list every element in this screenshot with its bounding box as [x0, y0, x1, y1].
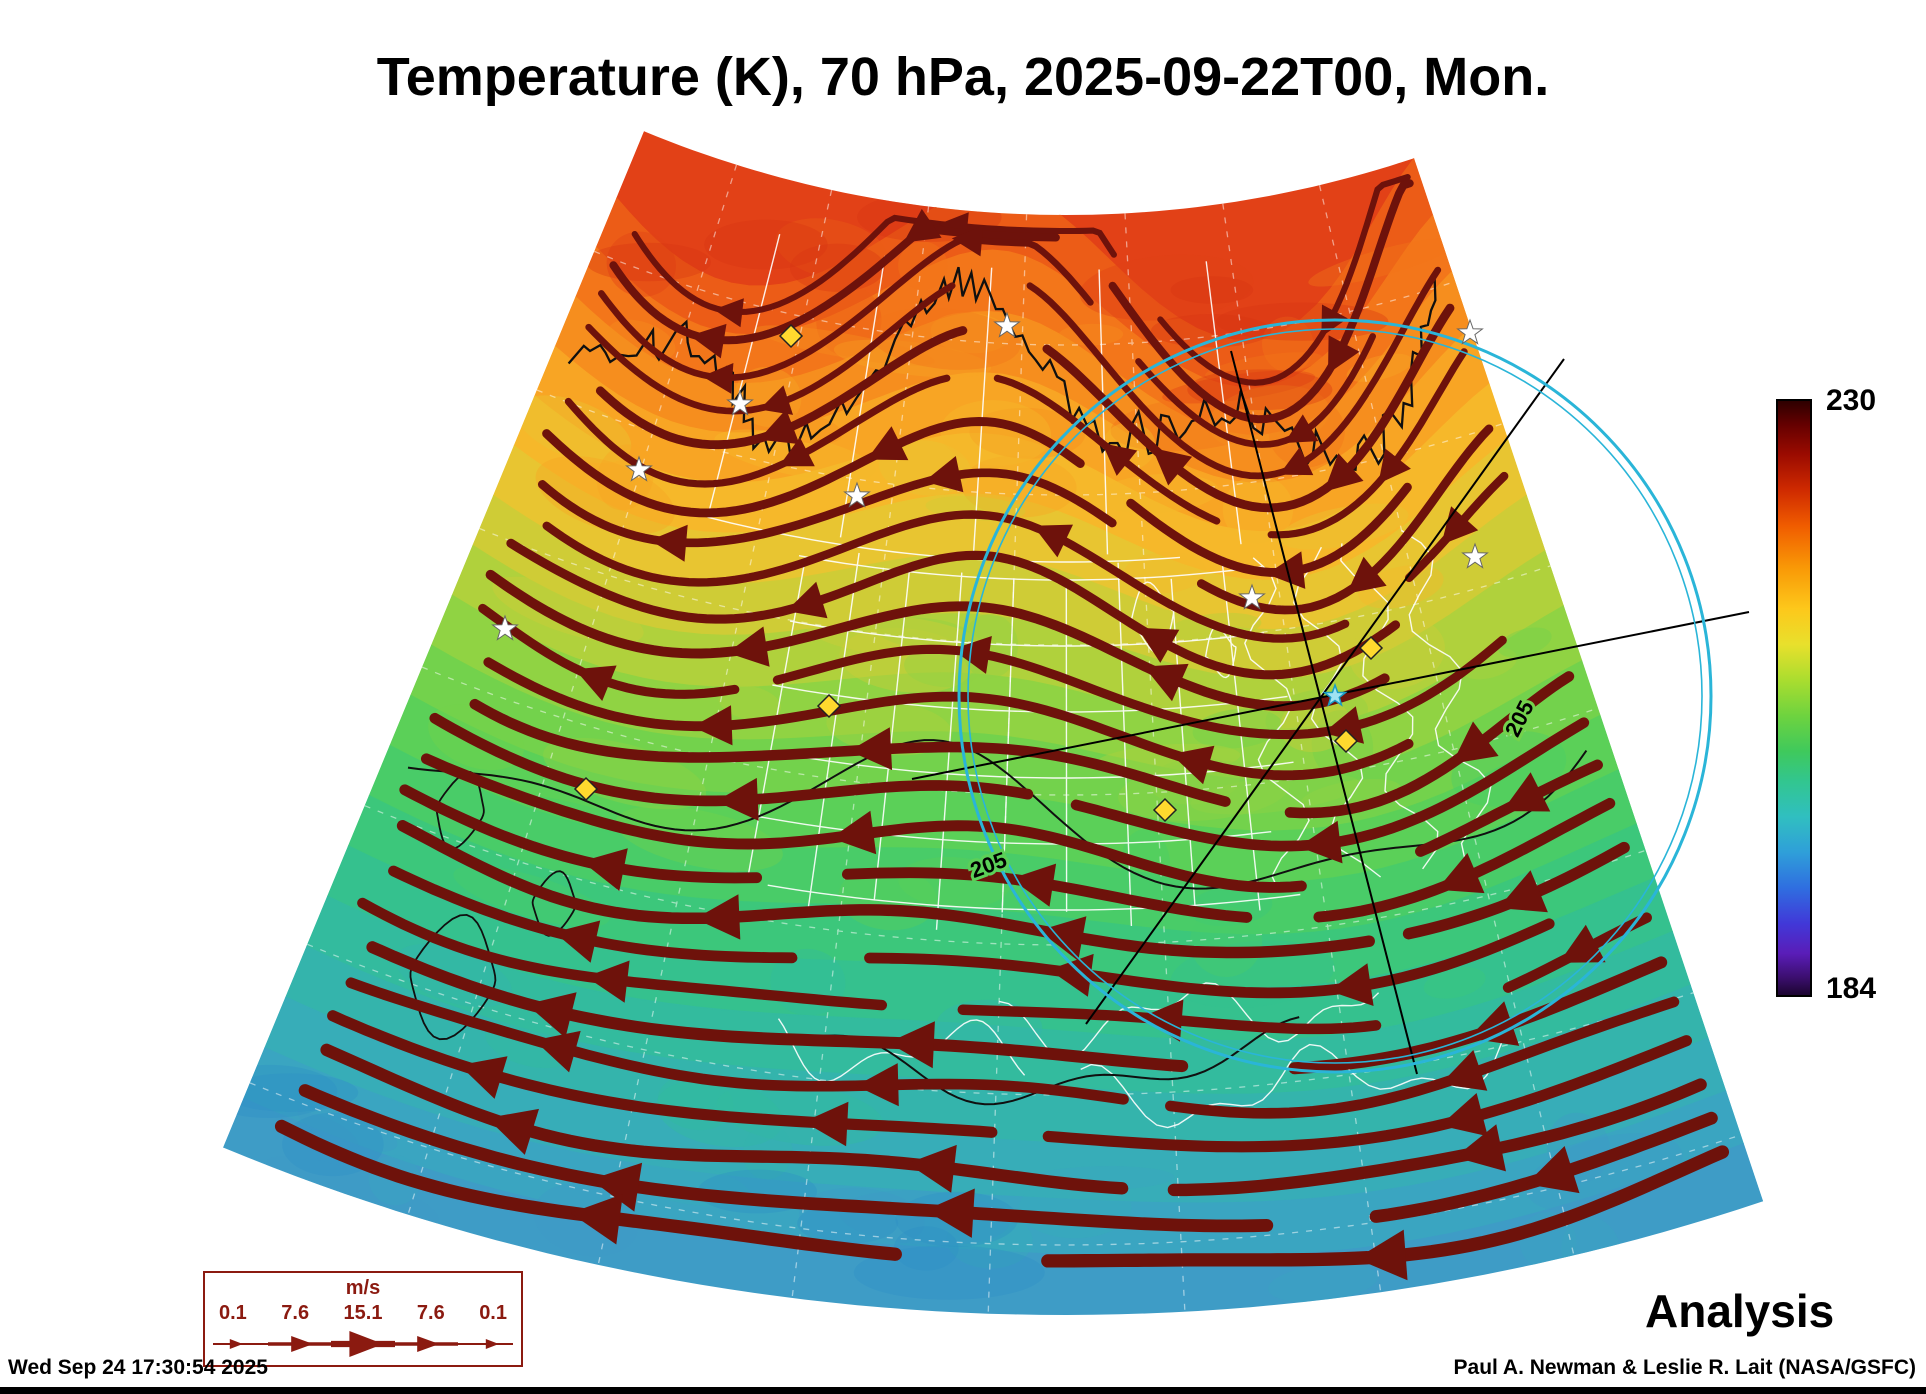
wind-legend-arrows-icon	[213, 1331, 513, 1357]
colorbar-min-label: 184	[1826, 972, 1877, 1005]
wind-streamlines	[274, 174, 1730, 1281]
station-star-icon	[1238, 583, 1266, 610]
wind-legend-values: 0.1 7.6 15.1 7.6 0.1	[205, 1302, 521, 1325]
wind-legend-value: 0.1	[479, 1302, 507, 1324]
station-diamond-icon	[573, 776, 599, 802]
wind-legend-value: 15.1	[343, 1302, 383, 1324]
station-star-icon	[491, 614, 519, 641]
station-star-icon	[843, 481, 871, 508]
station-star-icon	[726, 389, 754, 416]
station-diamond-icon	[778, 323, 804, 349]
station-diamond-icon	[1358, 635, 1384, 661]
colorbar-max-label: 230	[1826, 384, 1877, 417]
credit-label: Paul A. Newman & Leslie R. Lait (NASA/GS…	[1453, 1356, 1916, 1379]
page-title: Temperature (K), 70 hPa, 2025-09-22T00, …	[376, 47, 1550, 107]
station-star-icon	[1461, 542, 1489, 569]
wind-legend-value: 7.6	[281, 1302, 310, 1324]
colorbar-gradient	[1776, 399, 1812, 997]
wind-speed-legend: m/s 0.1 7.6 15.1 7.6 0.1	[203, 1271, 523, 1367]
bottom-border-bar	[0, 1387, 1926, 1394]
station-star-icon	[1456, 318, 1484, 345]
station-star-icon	[993, 311, 1021, 338]
wind-legend-value: 7.6	[416, 1302, 445, 1324]
station-star-icon	[625, 455, 653, 482]
timestamp-label: Wed Sep 24 17:30:54 2025	[8, 1356, 268, 1379]
station-diamond-icon	[1152, 797, 1178, 823]
wind-legend-units: m/s	[345, 1277, 381, 1299]
ring-center-star-icon	[1322, 682, 1348, 707]
station-diamond-icon	[1333, 728, 1359, 754]
wind-legend-value: 0.1	[219, 1302, 247, 1324]
station-diamond-icon	[816, 693, 842, 719]
analysis-label: Analysis	[1645, 1285, 1835, 1337]
